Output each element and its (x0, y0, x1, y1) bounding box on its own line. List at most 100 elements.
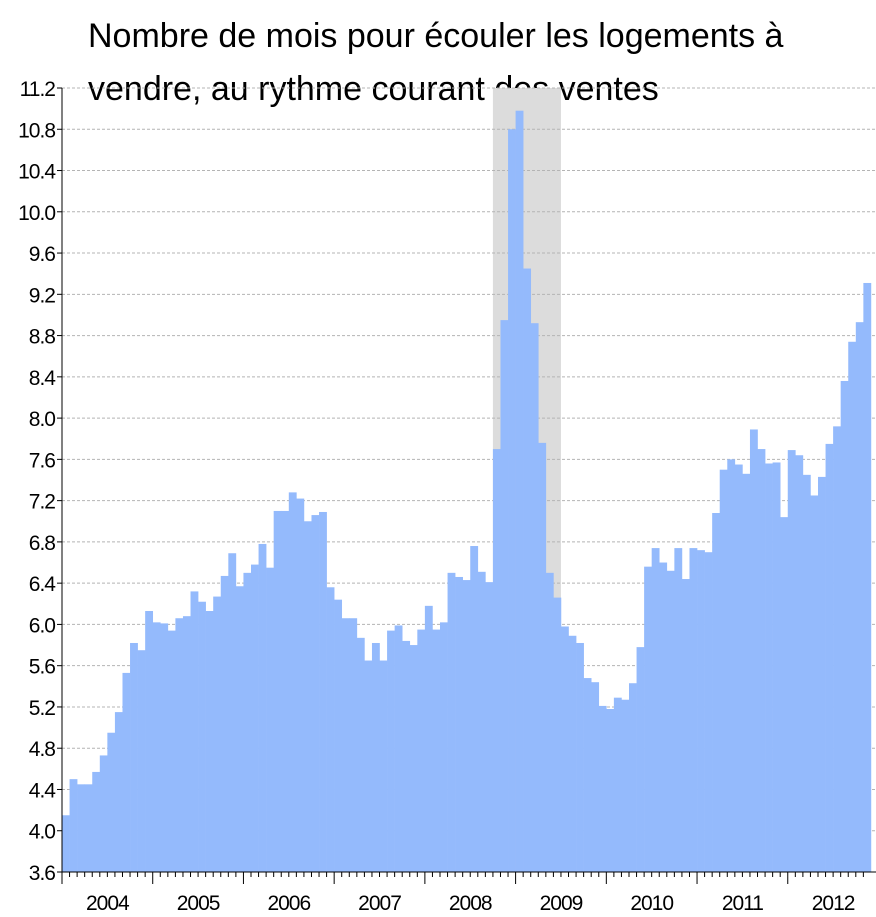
y-tick-label: 4.0 (29, 821, 56, 844)
bar (712, 513, 721, 872)
bar (198, 601, 206, 872)
bar (727, 459, 736, 872)
bar (697, 550, 705, 872)
bar (349, 618, 358, 872)
bar (855, 322, 864, 872)
bar (311, 515, 320, 872)
bar (205, 611, 214, 872)
bar (810, 495, 819, 872)
bar (523, 268, 532, 872)
bar (160, 623, 169, 872)
y-tick-label: 5.2 (29, 697, 56, 720)
y-tick-label: 5.6 (29, 656, 56, 679)
y-tick-label: 4.4 (29, 779, 57, 802)
bar (644, 566, 652, 872)
bar (152, 622, 161, 872)
bar (545, 572, 554, 872)
bar (780, 517, 789, 872)
bar (356, 637, 365, 872)
y-tick-label: 8.8 (29, 326, 56, 349)
bar (530, 323, 539, 872)
y-tick-label: 6.0 (29, 614, 56, 637)
y-tick-label: 10.4 (18, 161, 56, 184)
x-tick-label: 2009 (540, 892, 583, 915)
bar (432, 629, 441, 872)
bar (213, 596, 222, 872)
bar (795, 455, 804, 872)
bar (167, 630, 176, 872)
bar (734, 464, 743, 872)
bar (379, 660, 388, 872)
chart-title: Nombre de mois pour écouler les logement… (88, 17, 784, 55)
bar (77, 784, 85, 872)
bar (409, 645, 418, 872)
y-tick-label: 8.4 (29, 367, 57, 390)
bar (447, 572, 456, 872)
bar (137, 650, 146, 872)
bar (598, 705, 607, 872)
bar (455, 576, 463, 872)
bar (477, 571, 486, 872)
bar (394, 625, 403, 872)
bar (62, 815, 70, 872)
x-tick-label: 2006 (267, 892, 310, 915)
x-tick-label: 2012 (812, 892, 855, 915)
bar (492, 449, 501, 872)
bar (251, 564, 259, 872)
x-tick-label: 2011 (722, 892, 763, 915)
bar (576, 642, 584, 872)
bar (303, 521, 312, 872)
x-tick-label: 2004 (86, 892, 130, 915)
bar (190, 591, 199, 872)
bar (281, 510, 290, 872)
bar (848, 341, 857, 872)
bar (863, 282, 872, 873)
y-tick-label: 7.6 (29, 449, 56, 472)
bar (636, 647, 645, 872)
bar (341, 618, 350, 872)
y-tick-label: 10.8 (18, 119, 55, 142)
bar (235, 586, 244, 872)
bar (621, 699, 630, 872)
bar (659, 562, 668, 872)
bar (508, 129, 516, 872)
x-tick-label: 2005 (177, 892, 220, 915)
bar (568, 635, 577, 872)
bar (84, 784, 93, 872)
bar (583, 678, 592, 872)
bar (538, 442, 547, 872)
bar (69, 779, 78, 872)
y-tick-label: 3.6 (29, 862, 56, 885)
bar (500, 320, 509, 873)
bar (319, 511, 327, 872)
bar (818, 476, 826, 872)
bar (560, 626, 569, 872)
bar (417, 629, 426, 872)
bar (629, 683, 637, 872)
bar (440, 622, 448, 872)
y-tick-label: 9.2 (29, 284, 56, 307)
y-tick-label: 6.8 (29, 532, 56, 555)
bar (772, 462, 781, 872)
x-tick-label: 2007 (358, 892, 401, 915)
y-tick-label: 10.0 (18, 202, 55, 225)
bar (606, 709, 615, 872)
bar (515, 110, 524, 872)
bar (485, 582, 494, 872)
y-tick-label: 6.4 (29, 573, 57, 596)
bar (470, 546, 479, 872)
bar (220, 575, 229, 872)
y-tick-label: 7.2 (29, 491, 56, 514)
bar (704, 552, 713, 872)
bar (833, 426, 841, 872)
bar (825, 443, 834, 872)
bar (749, 429, 758, 872)
bar (765, 463, 773, 872)
bar (371, 642, 380, 872)
bar (674, 548, 683, 872)
bar (296, 498, 305, 872)
bar (122, 672, 131, 872)
bar (326, 587, 335, 872)
bar (689, 548, 698, 872)
